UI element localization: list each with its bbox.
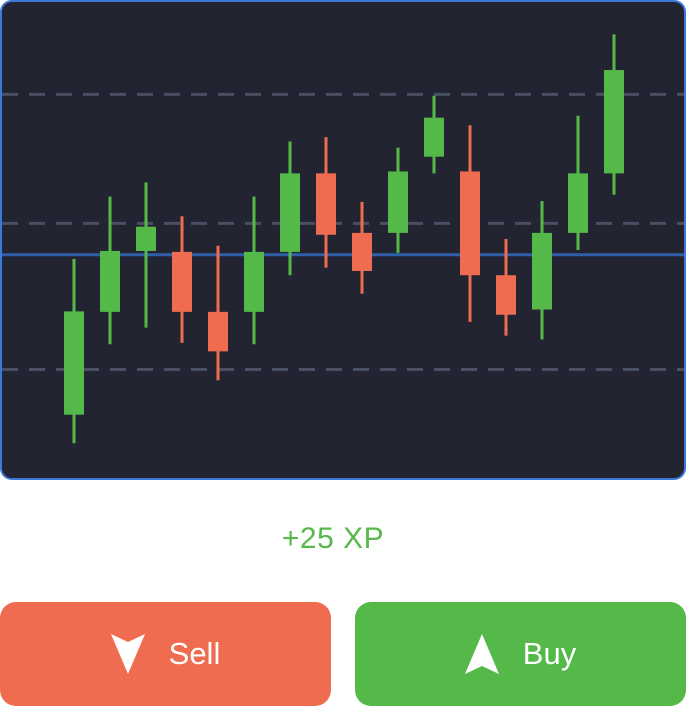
candle-body bbox=[424, 117, 444, 157]
candle-body bbox=[604, 70, 624, 174]
candle-up bbox=[424, 95, 444, 174]
sell-button[interactable]: Sell bbox=[0, 602, 331, 706]
candle-body bbox=[568, 173, 588, 233]
buy-button-label: Buy bbox=[522, 636, 577, 671]
candle-body bbox=[460, 171, 480, 276]
chart-canvas bbox=[2, 34, 684, 444]
candle-body bbox=[532, 232, 552, 310]
candle-body bbox=[244, 251, 264, 312]
candle-body bbox=[64, 311, 84, 415]
candle-up bbox=[136, 182, 156, 328]
candle-up bbox=[100, 196, 120, 345]
candle-body bbox=[172, 251, 192, 312]
candles bbox=[64, 34, 624, 444]
candle-down bbox=[316, 137, 336, 268]
candle-body bbox=[280, 173, 300, 252]
candle-down bbox=[172, 216, 192, 343]
xp-reward: +25 XP bbox=[281, 522, 385, 555]
candlestick-chart bbox=[0, 0, 686, 480]
arrow-down-icon bbox=[110, 634, 145, 674]
sell-button-label: Sell bbox=[168, 636, 221, 671]
candle-up bbox=[532, 200, 552, 340]
candle-up bbox=[244, 196, 264, 345]
arrow-up-icon bbox=[464, 634, 499, 674]
candle-body bbox=[100, 250, 120, 312]
candle-down bbox=[496, 239, 516, 336]
candle-up bbox=[388, 147, 408, 253]
candle-body bbox=[388, 171, 408, 233]
candle-down bbox=[352, 201, 372, 294]
buy-button[interactable]: Buy bbox=[355, 602, 686, 706]
candle-down bbox=[208, 245, 228, 381]
candle-up bbox=[568, 115, 588, 250]
candle-up bbox=[604, 34, 624, 195]
candle-up bbox=[64, 259, 84, 444]
candle-down bbox=[460, 125, 480, 322]
candle-body bbox=[316, 173, 336, 235]
candle-up bbox=[280, 141, 300, 276]
candle-body bbox=[208, 311, 228, 352]
candle-body bbox=[496, 275, 516, 315]
candle-body bbox=[352, 232, 372, 271]
candle-body bbox=[136, 226, 156, 251]
